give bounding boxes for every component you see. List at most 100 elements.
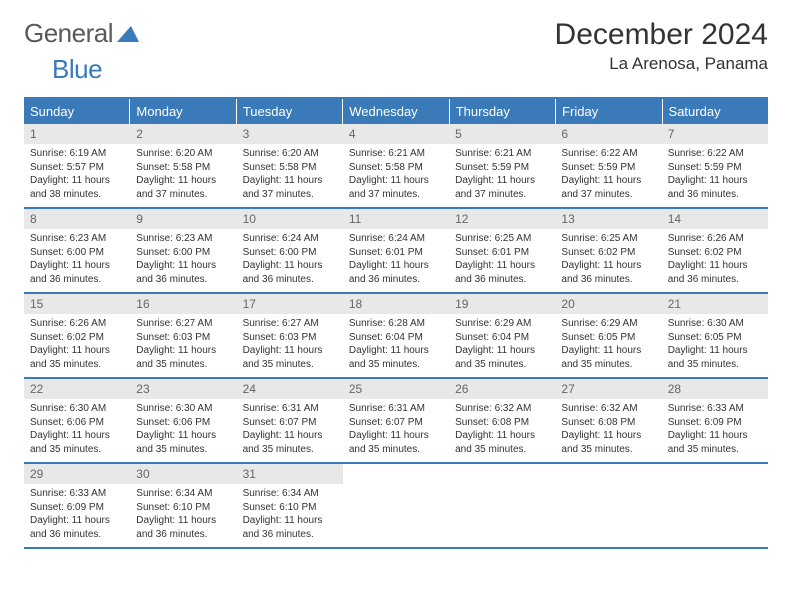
detail-line: and 35 minutes. — [243, 443, 337, 457]
calendar-cell: 13Sunrise: 6:25 AMSunset: 6:02 PMDayligh… — [555, 209, 661, 292]
day-details: Sunrise: 6:30 AMSunset: 6:06 PMDaylight:… — [24, 399, 130, 462]
calendar-cell: 18Sunrise: 6:28 AMSunset: 6:04 PMDayligh… — [343, 294, 449, 377]
day-number: 3 — [237, 124, 343, 144]
calendar-cell: 5Sunrise: 6:21 AMSunset: 5:59 PMDaylight… — [449, 124, 555, 207]
detail-line: Sunset: 6:10 PM — [243, 501, 337, 515]
detail-line: Daylight: 11 hours — [349, 429, 443, 443]
detail-line: Sunset: 6:02 PM — [561, 246, 655, 260]
detail-line: and 36 minutes. — [136, 528, 230, 542]
detail-line: Sunset: 5:59 PM — [455, 161, 549, 175]
day-number: 2 — [130, 124, 236, 144]
calendar-cell: 9Sunrise: 6:23 AMSunset: 6:00 PMDaylight… — [130, 209, 236, 292]
detail-line: Daylight: 11 hours — [136, 514, 230, 528]
calendar-cell: 12Sunrise: 6:25 AMSunset: 6:01 PMDayligh… — [449, 209, 555, 292]
detail-line: and 38 minutes. — [30, 188, 124, 202]
detail-line: Daylight: 11 hours — [30, 174, 124, 188]
detail-line: Sunset: 6:00 PM — [30, 246, 124, 260]
detail-line: Daylight: 11 hours — [561, 259, 655, 273]
day-details: Sunrise: 6:19 AMSunset: 5:57 PMDaylight:… — [24, 144, 130, 207]
detail-line: and 35 minutes. — [349, 358, 443, 372]
calendar-cell: 7Sunrise: 6:22 AMSunset: 5:59 PMDaylight… — [662, 124, 768, 207]
logo-triangle-icon — [117, 26, 139, 47]
detail-line: Sunrise: 6:30 AM — [668, 317, 762, 331]
detail-line: Daylight: 11 hours — [561, 174, 655, 188]
day-number: 12 — [449, 209, 555, 229]
calendar-cell: .. — [555, 464, 661, 547]
detail-line: and 36 minutes. — [30, 273, 124, 287]
calendar-cell: 2 Sunrise: 6:20 AMSunset: 5:58 PMDaylight… — [130, 124, 236, 207]
detail-line: Sunrise: 6:19 AM — [30, 147, 124, 161]
calendar-cell: 24Sunrise: 6:31 AMSunset: 6:07 PMDayligh… — [237, 379, 343, 462]
detail-line: Sunset: 5:57 PM — [30, 161, 124, 175]
detail-line: Sunrise: 6:25 AM — [455, 232, 549, 246]
day-details: Sunrise: 6:29 AMSunset: 6:04 PMDaylight:… — [449, 314, 555, 377]
detail-line: Sunset: 6:00 PM — [243, 246, 337, 260]
detail-line: and 36 minutes. — [455, 273, 549, 287]
day-details: Sunrise: 6:22 AMSunset: 5:59 PMDaylight:… — [555, 144, 661, 207]
calendar-cell: 29Sunrise: 6:33 AMSunset: 6:09 PMDayligh… — [24, 464, 130, 547]
detail-line: Sunrise: 6:24 AM — [243, 232, 337, 246]
day-details: Sunrise: 6:34 AMSunset: 6:10 PMDaylight:… — [237, 484, 343, 547]
day-number: 8 — [24, 209, 130, 229]
detail-line: Daylight: 11 hours — [243, 514, 337, 528]
detail-line: and 35 minutes. — [455, 358, 549, 372]
detail-line: Sunrise: 6:20 AM — [136, 147, 230, 161]
detail-line: Daylight: 11 hours — [561, 429, 655, 443]
detail-line: Sunrise: 6:33 AM — [668, 402, 762, 416]
detail-line: and 35 minutes. — [136, 443, 230, 457]
detail-line: and 36 minutes. — [668, 273, 762, 287]
detail-line: Daylight: 11 hours — [455, 174, 549, 188]
detail-line: Daylight: 11 hours — [30, 429, 124, 443]
calendar-week: 8Sunrise: 6:23 AMSunset: 6:00 PMDaylight… — [24, 209, 768, 294]
detail-line: Sunset: 6:04 PM — [455, 331, 549, 345]
day-number: 11 — [343, 209, 449, 229]
detail-line: and 36 minutes. — [349, 273, 443, 287]
detail-line: and 37 minutes. — [243, 188, 337, 202]
detail-line: Sunset: 5:58 PM — [136, 161, 230, 175]
detail-line: and 35 minutes. — [455, 443, 549, 457]
detail-line: Sunset: 6:04 PM — [349, 331, 443, 345]
day-number: 9 — [130, 209, 236, 229]
detail-line: and 35 minutes. — [136, 358, 230, 372]
day-number: 25 — [343, 379, 449, 399]
detail-line: Daylight: 11 hours — [243, 174, 337, 188]
detail-line: Sunset: 6:02 PM — [668, 246, 762, 260]
day-details: Sunrise: 6:26 AMSunset: 6:02 PMDaylight:… — [662, 229, 768, 292]
day-details: Sunrise: 6:27 AMSunset: 6:03 PMDaylight:… — [130, 314, 236, 377]
day-details: Sunrise: 6:23 AMSunset: 6:00 PMDaylight:… — [24, 229, 130, 292]
day-header: Friday — [556, 99, 662, 124]
detail-line: Daylight: 11 hours — [243, 259, 337, 273]
detail-line: Daylight: 11 hours — [349, 344, 443, 358]
detail-line: and 36 minutes. — [668, 188, 762, 202]
detail-line: Sunset: 6:08 PM — [561, 416, 655, 430]
detail-line: Daylight: 11 hours — [668, 344, 762, 358]
detail-line: Sunrise: 6:28 AM — [349, 317, 443, 331]
detail-line: and 35 minutes. — [30, 443, 124, 457]
detail-line: Daylight: 11 hours — [243, 429, 337, 443]
day-details: Sunrise: 6:33 AMSunset: 6:09 PMDaylight:… — [24, 484, 130, 547]
detail-line: Sunset: 6:02 PM — [30, 331, 124, 345]
day-details: Sunrise: 6:30 AMSunset: 6:06 PMDaylight:… — [130, 399, 236, 462]
detail-line: Sunrise: 6:27 AM — [136, 317, 230, 331]
detail-line: Daylight: 11 hours — [136, 174, 230, 188]
detail-line: Sunset: 6:06 PM — [30, 416, 124, 430]
detail-line: Sunset: 6:03 PM — [136, 331, 230, 345]
detail-line: and 35 minutes. — [349, 443, 443, 457]
detail-line: Sunset: 6:08 PM — [455, 416, 549, 430]
detail-line: Sunset: 6:05 PM — [561, 331, 655, 345]
day-header-row: SundayMondayTuesdayWednesdayThursdayFrid… — [24, 99, 768, 124]
calendar-cell: 30Sunrise: 6:34 AMSunset: 6:10 PMDayligh… — [130, 464, 236, 547]
detail-line: and 37 minutes. — [455, 188, 549, 202]
day-number: 20 — [555, 294, 661, 314]
detail-line: Sunset: 6:07 PM — [349, 416, 443, 430]
detail-line: Daylight: 11 hours — [136, 429, 230, 443]
detail-line: Sunrise: 6:21 AM — [349, 147, 443, 161]
calendar-week: 1Sunrise: 6:19 AMSunset: 5:57 PMDaylight… — [24, 124, 768, 209]
day-number: 22 — [24, 379, 130, 399]
detail-line: Sunrise: 6:23 AM — [136, 232, 230, 246]
day-details: Sunrise: 6:23 AMSunset: 6:00 PMDaylight:… — [130, 229, 236, 292]
calendar-grid: SundayMondayTuesdayWednesdayThursdayFrid… — [24, 97, 768, 549]
day-details: Sunrise: 6:25 AMSunset: 6:01 PMDaylight:… — [449, 229, 555, 292]
calendar-cell: 17Sunrise: 6:27 AMSunset: 6:03 PMDayligh… — [237, 294, 343, 377]
day-details: Sunrise: 6:28 AMSunset: 6:04 PMDaylight:… — [343, 314, 449, 377]
